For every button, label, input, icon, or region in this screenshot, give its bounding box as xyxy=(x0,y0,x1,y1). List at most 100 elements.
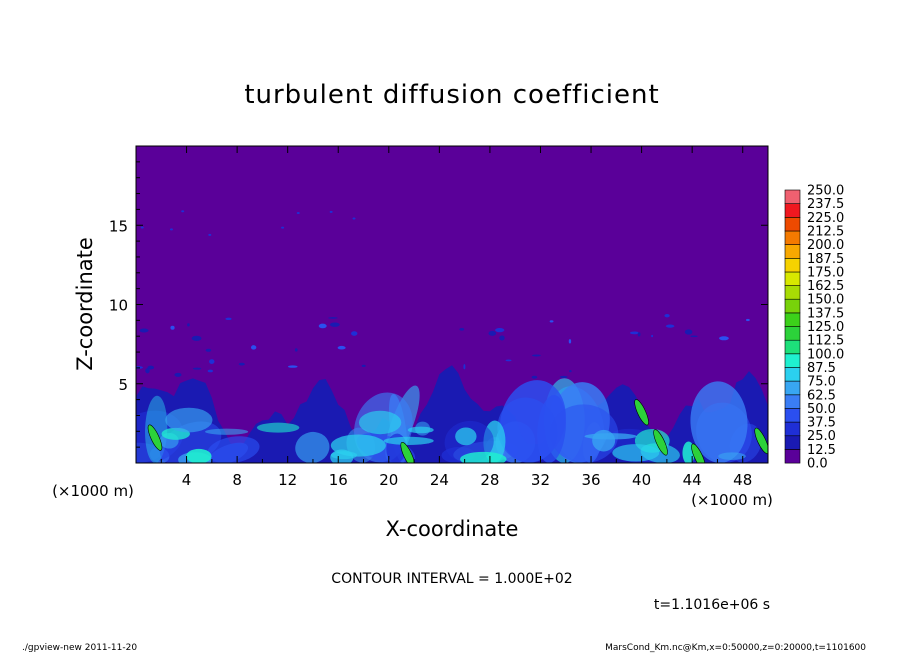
colorbar: 0.012.525.037.550.062.575.087.5100.0112.… xyxy=(784,184,844,472)
colorbar-label: 137.5 xyxy=(807,306,844,321)
wisp xyxy=(361,364,366,367)
turbulent-plume xyxy=(497,397,558,463)
colorbar-swatch xyxy=(784,271,801,286)
colorbar-label: 150.0 xyxy=(807,293,844,308)
colorbar-swatch xyxy=(784,257,801,273)
footer-right: MarsCond_Km.nc@Km,x=0:50000,z=0:20000,t=… xyxy=(605,643,866,653)
wisp xyxy=(287,365,298,368)
x-unit-right: (×1000 m) xyxy=(691,491,773,509)
turbulent-plume xyxy=(207,436,260,463)
turbulent-core xyxy=(256,422,300,433)
wisp xyxy=(329,322,340,327)
x-tick-label: 48 xyxy=(733,471,752,489)
wisp xyxy=(690,335,698,338)
wisp xyxy=(505,359,512,362)
x-tick-label: 20 xyxy=(379,471,398,489)
wisp xyxy=(191,335,202,341)
wisp xyxy=(192,367,202,370)
wisp xyxy=(568,339,572,344)
turbulent-core xyxy=(186,448,212,463)
colorbar-swatch xyxy=(784,449,801,464)
turbulent-field xyxy=(136,210,768,463)
wisp xyxy=(294,348,298,352)
y-tick-label: 10 xyxy=(109,297,128,315)
high-value-streak xyxy=(691,443,706,463)
wisp xyxy=(139,328,149,333)
turbulent-core xyxy=(383,436,434,445)
wisp xyxy=(337,345,346,350)
wisp xyxy=(463,364,466,370)
wisp xyxy=(140,226,144,229)
turbulent-plume xyxy=(295,431,330,463)
x-tick-label: 28 xyxy=(480,471,499,489)
colorbar-label: 50.0 xyxy=(807,402,836,417)
wisp xyxy=(296,212,300,215)
wisp xyxy=(250,345,257,350)
colorbar-label: 12.5 xyxy=(807,443,836,458)
colorbar-label: 0.0 xyxy=(807,457,828,472)
wisp xyxy=(169,228,173,231)
x-tick-label: 24 xyxy=(430,471,449,489)
wisp xyxy=(225,317,232,321)
colorbar-label: 75.0 xyxy=(807,375,836,390)
colorbar-label: 125.0 xyxy=(807,320,844,335)
time-text: t=1.1016e+06 s xyxy=(654,597,770,613)
turbulent-core xyxy=(718,452,746,460)
high-value-streak xyxy=(400,441,415,463)
colorbar-label: 200.0 xyxy=(807,238,844,253)
turbulent-core xyxy=(407,426,434,434)
wisp xyxy=(664,314,670,318)
turbulent-core xyxy=(165,407,213,433)
y-tick-label: 15 xyxy=(109,217,128,235)
wisp xyxy=(205,348,212,352)
turbulent-plume xyxy=(690,381,748,463)
colorbar-swatch xyxy=(784,189,801,204)
wisp xyxy=(208,233,212,236)
colorbar-swatch xyxy=(784,298,801,314)
x-tick-label: 8 xyxy=(232,471,242,489)
footer-left: ./gpview-new 2011-11-20 xyxy=(22,643,137,653)
colorbar-swatch xyxy=(784,203,801,218)
wisp xyxy=(569,370,572,373)
colorbar-label: 112.5 xyxy=(807,334,844,349)
wisp xyxy=(147,365,155,370)
colorbar-swatch xyxy=(784,244,801,259)
colorbar-swatch xyxy=(784,367,801,382)
colorbar-label: 37.5 xyxy=(807,416,836,431)
high-value-streak xyxy=(634,399,649,426)
wisp xyxy=(549,320,554,323)
wisp xyxy=(281,226,285,229)
x-tick-label: 44 xyxy=(683,471,702,489)
wisp xyxy=(559,375,568,379)
colorbar-swatch xyxy=(784,217,801,232)
colorbar-swatch xyxy=(784,394,801,409)
wisp xyxy=(318,323,327,329)
colorbar-label: 25.0 xyxy=(807,429,836,444)
high-value-streak xyxy=(147,424,163,451)
colorbar-swatch xyxy=(784,435,801,450)
turbulent-core xyxy=(358,410,402,435)
colorbar-label: 187.5 xyxy=(807,252,844,267)
colorbar-swatch xyxy=(784,380,801,396)
wisp xyxy=(145,368,150,374)
colorbar-label: 162.5 xyxy=(807,279,844,294)
x-axis-title: X-coordinate xyxy=(386,517,519,541)
wisp xyxy=(629,331,639,335)
colorbar-swatch xyxy=(784,230,801,245)
wisp xyxy=(209,359,215,364)
wisp xyxy=(207,369,213,373)
colorbar-label: 237.5 xyxy=(807,197,844,212)
colorbar-swatch xyxy=(784,312,801,327)
colorbar-label: 225.0 xyxy=(807,211,844,226)
wisp xyxy=(238,362,245,366)
wisp xyxy=(651,334,654,338)
wisp xyxy=(532,354,541,357)
wisp xyxy=(352,217,356,220)
wisp xyxy=(499,335,505,341)
wisp xyxy=(328,317,338,319)
wisp xyxy=(684,329,693,335)
x-axis: 4 8 12 16 20 24 28 32 36 40 44 48 xyxy=(160,146,769,489)
turbulent-core xyxy=(455,427,477,446)
contour-interval-text: CONTOUR INTERVAL = 1.000E+02 xyxy=(331,571,572,587)
